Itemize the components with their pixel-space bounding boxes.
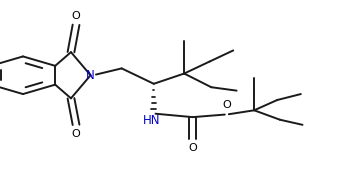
Text: O: O: [72, 11, 80, 21]
Text: N: N: [86, 69, 95, 82]
Text: O: O: [222, 100, 231, 110]
Text: O: O: [188, 143, 197, 153]
Text: HN: HN: [143, 114, 161, 127]
Text: O: O: [72, 129, 80, 139]
